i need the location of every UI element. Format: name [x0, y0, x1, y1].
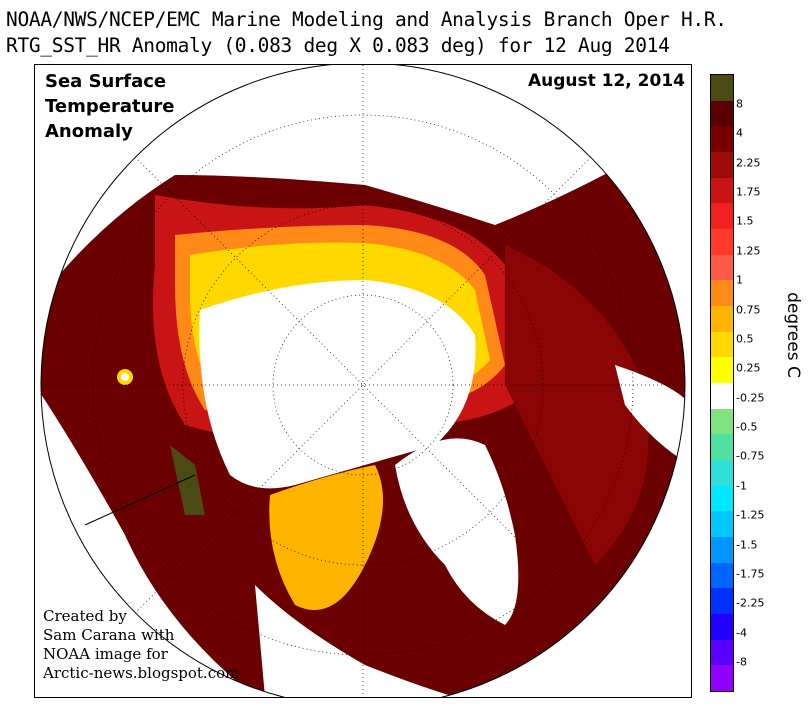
map-title-line: Temperature	[45, 96, 175, 117]
credit-text: Created by Sam Carana with NOAA image fo…	[43, 607, 239, 683]
color-swatch	[711, 588, 733, 615]
color-swatch	[711, 408, 733, 435]
color-scale-tick-label: 0.25	[736, 361, 761, 375]
sea-ice-extent	[199, 280, 476, 489]
credit-line: Created by	[43, 607, 127, 625]
color-scale-tick-label: 1.5	[736, 214, 754, 228]
color-swatch	[711, 280, 733, 307]
color-swatch	[711, 203, 733, 230]
color-scale-tick-label: 1.75	[736, 185, 761, 199]
color-swatch	[711, 511, 733, 538]
color-swatch	[711, 100, 733, 127]
color-scale-tick-label: -1.5	[736, 538, 758, 552]
color-scale-tick-label: -2.25	[736, 596, 765, 610]
color-scale-tick-label: -1.25	[736, 508, 765, 522]
color-swatch	[711, 614, 733, 641]
color-scale-tick-label: 8	[736, 97, 743, 111]
map-title: Sea Surface Temperature Anomaly	[45, 69, 174, 144]
color-swatch	[711, 460, 733, 487]
color-scale-tick-label: 1	[736, 273, 743, 287]
color-scale-tick-label: 0.75	[736, 303, 761, 317]
color-swatch	[711, 537, 733, 564]
color-swatch	[711, 357, 733, 384]
map-title-line: Anomaly	[45, 121, 133, 142]
color-swatch	[711, 485, 733, 512]
map-frame: Sea Surface Temperature Anomaly August 1…	[34, 64, 692, 698]
archipelago-anomaly	[269, 465, 383, 610]
map-title-line: Sea Surface	[45, 71, 167, 92]
map-boundary	[40, 65, 686, 697]
color-scale-tick-label: -1	[736, 479, 747, 493]
color-scale-tick-label: -1.75	[736, 567, 765, 581]
polar-sst-anomaly-map	[40, 65, 686, 697]
canada-land	[255, 585, 455, 697]
color-scale-tick-label: 4	[736, 126, 743, 140]
color-swatch	[711, 306, 733, 333]
color-swatch	[711, 254, 733, 281]
color-swatch	[711, 665, 733, 692]
color-swatch	[711, 177, 733, 204]
header-line-1: NOAA/NWS/NCEP/EMC Marine Modeling and An…	[6, 8, 727, 31]
latitude-grid	[41, 65, 685, 697]
land-dark-patch	[170, 445, 205, 515]
color-scale-tick-label: 2.25	[736, 156, 761, 170]
color-scale-tick-label: -8	[736, 655, 747, 669]
color-swatch	[711, 75, 733, 102]
color-swatch	[711, 562, 733, 589]
greenland-land	[395, 438, 519, 625]
color-scale-tick-label: -0.5	[736, 420, 758, 434]
credit-line: Sam Carana with	[43, 626, 175, 644]
color-scale-bar	[710, 74, 734, 692]
color-swatch	[711, 331, 733, 358]
color-scale-tick-label: -0.25	[736, 391, 765, 405]
header-line-2: RTG_SST_HR Anomaly (0.083 deg X 0.083 de…	[6, 34, 670, 57]
color-swatch	[711, 126, 733, 153]
color-swatch	[711, 229, 733, 256]
color-swatch	[711, 434, 733, 461]
color-scale-tick-label: 1.25	[736, 244, 761, 258]
units-label: degrees C	[783, 292, 803, 378]
scandinavia-land	[615, 365, 685, 465]
map-date: August 12, 2014	[527, 71, 685, 91]
color-swatch	[711, 639, 733, 666]
color-swatch	[711, 152, 733, 179]
color-scale-tick-label: -4	[736, 626, 747, 640]
credit-line: Arctic-news.blogspot.com	[43, 664, 240, 682]
eurasia-land	[41, 65, 685, 305]
color-scale-tick-label: -0.75	[736, 449, 765, 463]
color-scale-tick-label: 0.5	[736, 332, 754, 346]
reference-line	[84, 474, 196, 526]
color-swatch	[711, 383, 733, 410]
atlantic-anomaly	[505, 245, 649, 565]
credit-line: NOAA image for	[43, 645, 168, 663]
